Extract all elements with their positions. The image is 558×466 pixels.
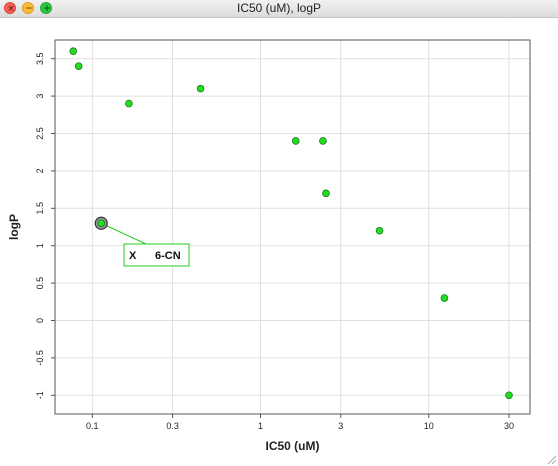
x-tick-label: 0.1 [86, 421, 99, 431]
y-tick-label: 1.5 [35, 202, 45, 215]
x-tick-label: 30 [504, 421, 514, 431]
annotation-box [123, 243, 190, 267]
y-tick-label: 0.5 [35, 277, 45, 290]
window-title: IC50 (uM), logP [236, 1, 322, 15]
y-axis-title: logP [7, 214, 21, 240]
plot-area [55, 40, 530, 414]
plot-frame [54, 39, 531, 415]
data-point [440, 294, 449, 302]
data-point [125, 99, 133, 108]
annotation-col1: X [129, 250, 137, 262]
minimize-button[interactable]: − [22, 2, 34, 14]
y-tick-label: 2 [35, 168, 45, 173]
maximize-button[interactable]: + [40, 2, 52, 14]
maximize-icon: + [43, 4, 51, 14]
y-tick-label: 2.5 [35, 127, 45, 140]
annotation-col2: 6-CN [155, 250, 181, 262]
title-bar: × − + IC50 (uM), logP [0, 0, 558, 18]
scatter-plot: 0.1 0.3 1 3 10 30 -1 -0.5 0 0.5 1 1.5 2 2.5 3 3.5 IC50 (… [7, 39, 531, 453]
data-point [319, 137, 327, 145]
data-point [375, 226, 384, 235]
y-tick-label: 1 [35, 243, 45, 248]
y-tick-label: 0 [35, 318, 45, 323]
y-tick-label: -0.5 [35, 350, 45, 366]
y-tick-label: 3.5 [35, 52, 45, 65]
close-button[interactable]: × [4, 2, 16, 14]
y-tick-label: -1 [35, 391, 45, 399]
data-point [322, 189, 330, 198]
data-point [69, 47, 78, 56]
data-point [505, 391, 513, 400]
data-point [196, 84, 205, 93]
x-tick-label: 1 [258, 421, 263, 431]
close-icon: × [7, 4, 15, 14]
y-tick-label: 3 [35, 94, 45, 99]
x-axis-title: IC50 (uM) [266, 439, 320, 453]
data-point [74, 62, 83, 70]
resize-grip-icon[interactable] [546, 454, 556, 464]
x-tick-label: 3 [338, 421, 343, 431]
x-tick-label: 0.3 [166, 421, 179, 431]
minimize-icon: − [25, 4, 33, 14]
data-point [291, 137, 300, 145]
annotation-leader-line [101, 222, 147, 245]
x-tick-label: 10 [424, 421, 434, 431]
data-point-selected [97, 219, 106, 228]
